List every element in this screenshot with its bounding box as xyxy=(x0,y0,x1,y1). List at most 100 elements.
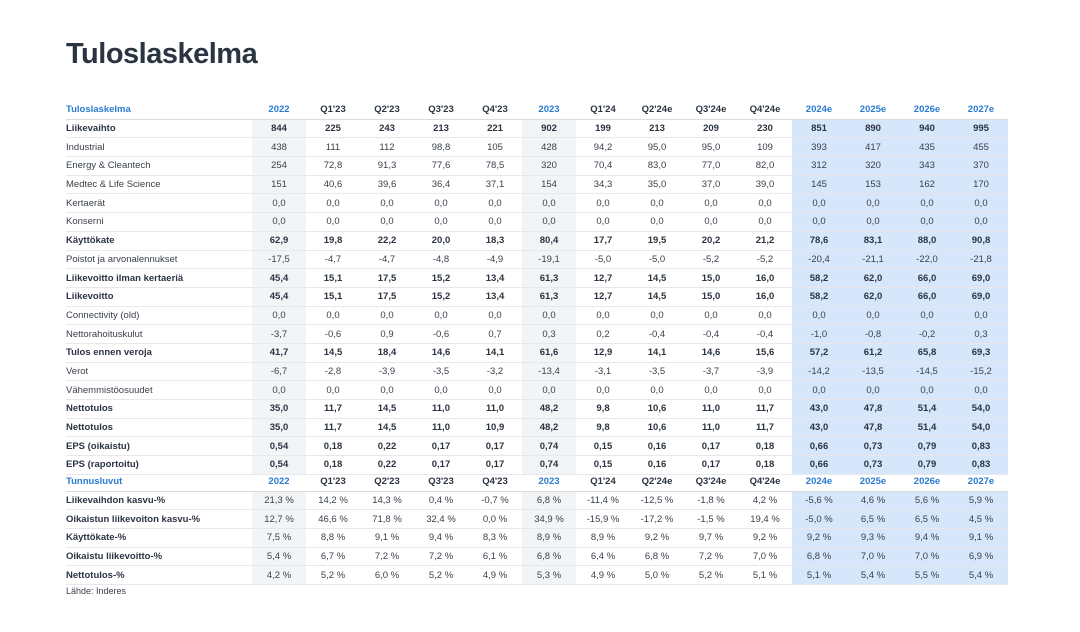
table-row: Vähemmistöosuudet 0,0 0,0 0,0 0,0 0,0 0,0 0,0 0,… xyxy=(66,380,1008,400)
cell-value: 5,9 % xyxy=(954,491,1008,511)
row-label: Liikevoitto ilman kertaeriä xyxy=(66,268,252,288)
column-header: Q2'24e xyxy=(630,473,684,492)
cell-value: 0,0 xyxy=(252,212,306,232)
cell-value: 7,0 % xyxy=(900,547,954,567)
cell-value: -0,6 xyxy=(414,324,468,344)
cell-value: 5,3 % xyxy=(522,565,576,586)
cell-value: 6,8 % xyxy=(522,547,576,567)
cell-value: 0,22 xyxy=(360,455,414,475)
cell-value: 11,0 xyxy=(468,399,522,419)
cell-value: 209 xyxy=(684,119,738,139)
cell-value: 13,4 xyxy=(468,268,522,288)
cell-value: 370 xyxy=(954,156,1008,176)
cell-value: 14,5 xyxy=(630,287,684,307)
cell-value: 0,0 xyxy=(846,193,900,214)
cell-value: 20,0 xyxy=(414,231,468,251)
cell-value: -6,7 xyxy=(252,362,306,382)
cell-value: 0,0 xyxy=(792,193,846,214)
cell-value: 62,0 xyxy=(846,287,900,307)
cell-value: -13,5 xyxy=(846,362,900,382)
row-label: EPS (oikaistu) xyxy=(66,436,252,457)
cell-value: 15,0 xyxy=(684,287,738,307)
cell-value: 0,0 xyxy=(954,193,1008,214)
cell-value: 109 xyxy=(738,137,792,158)
cell-value: 0,0 xyxy=(414,306,468,326)
page-title: Tuloslaskelma xyxy=(66,38,258,70)
cell-value: 45,4 xyxy=(252,287,306,307)
cell-value: 0,0 % xyxy=(468,509,522,530)
cell-value: 213 xyxy=(630,119,684,139)
cell-value: 0,0 xyxy=(522,306,576,326)
income-statement-table: Tuloslaskelma 2022 Q1'23 Q2'23 Q3'23 Q4'23 202… xyxy=(66,101,1008,475)
cell-value: 0,0 xyxy=(954,380,1008,400)
cell-value: 455 xyxy=(954,137,1008,158)
cell-value: 112 xyxy=(360,137,414,158)
table-row: Liikevoitto ilman kertaeriä 45,4 15,1 17,5 1… xyxy=(66,268,1008,288)
cell-value: 0,0 xyxy=(846,212,900,232)
cell-value: 69,0 xyxy=(954,287,1008,307)
cell-value: -15,2 xyxy=(954,362,1008,382)
cell-value: 5,4 % xyxy=(846,565,900,586)
cell-value: 0,0 xyxy=(630,212,684,232)
cell-value: 13,4 xyxy=(468,287,522,307)
column-header: Q3'23 xyxy=(414,473,468,492)
cell-value: 8,8 % xyxy=(306,528,360,548)
cell-value: 18,4 xyxy=(360,343,414,363)
cell-value: 61,3 xyxy=(522,287,576,307)
cell-value: 47,8 xyxy=(846,418,900,438)
row-label: Medtec & Life Science xyxy=(66,175,252,195)
cell-value: -5,0 xyxy=(576,250,630,270)
row-label: Nettotulos xyxy=(66,418,252,438)
cell-value: -14,5 xyxy=(900,362,954,382)
cell-value: 4,9 % xyxy=(468,565,522,586)
cell-value: 54,0 xyxy=(954,399,1008,419)
cell-value: 0,15 xyxy=(576,455,630,475)
table-row: Tulos ennen veroja 41,7 14,5 18,4 14,6 14,1 61… xyxy=(66,343,1008,363)
cell-value: 6,5 % xyxy=(846,509,900,530)
cell-value: 7,5 % xyxy=(252,528,306,548)
cell-value: 417 xyxy=(846,137,900,158)
cell-value: 69,3 xyxy=(954,343,1008,363)
cell-value: 8,9 % xyxy=(522,528,576,548)
table-row: Kertaerät 0,0 0,0 0,0 0,0 0,0 0,0 0,0 0,0 0,0 0,0 0… xyxy=(66,193,1008,214)
cell-value: 66,0 xyxy=(900,268,954,288)
cell-value: 438 xyxy=(252,137,306,158)
row-label: Poistot ja arvonalennukset xyxy=(66,250,252,270)
table-row: Medtec & Life Science 151 40,6 39,6 36,4 37,1… xyxy=(66,175,1008,195)
header-row: Tuloslaskelma 2022 Q1'23 Q2'23 Q3'23 Q4'23 202… xyxy=(66,101,1008,120)
column-header: Q3'24e xyxy=(684,473,738,492)
cell-value: 0,54 xyxy=(252,455,306,475)
cell-value: 851 xyxy=(792,119,846,139)
cell-value: 58,2 xyxy=(792,268,846,288)
cell-value: -22,0 xyxy=(900,250,954,270)
cell-value: 22,2 xyxy=(360,231,414,251)
cell-value: 0,17 xyxy=(414,436,468,457)
cell-value: 0,0 xyxy=(306,380,360,400)
cell-value: -3,2 xyxy=(468,362,522,382)
cell-value: 17,5 xyxy=(360,268,414,288)
cell-value: -11,4 % xyxy=(576,491,630,511)
table-row: Käyttökate-% 7,5 % 8,8 % 9,1 % 9,4 % 8,3 % 8,9… xyxy=(66,528,1008,548)
cell-value: 0,0 xyxy=(576,193,630,214)
cell-value: 11,7 xyxy=(738,399,792,419)
cell-value: 254 xyxy=(252,156,306,176)
cell-value: 14,5 xyxy=(360,399,414,419)
cell-value: 46,6 % xyxy=(306,509,360,530)
row-label: Kertaerät xyxy=(66,193,252,214)
cell-value: 0,9 xyxy=(360,324,414,344)
cell-value: 0,83 xyxy=(954,455,1008,475)
table-row: Liikevoitto 45,4 15,1 17,5 15,2 13,4 61,3 12,7 1… xyxy=(66,287,1008,307)
row-label: Tulos ennen veroja xyxy=(66,343,252,363)
cell-value: 0,0 xyxy=(576,212,630,232)
cell-value: 48,2 xyxy=(522,418,576,438)
cell-value: 6,8 % xyxy=(630,547,684,567)
column-header: Q4'24e xyxy=(738,101,792,120)
cell-value: 10,6 xyxy=(630,399,684,419)
cell-value: 43,0 xyxy=(792,418,846,438)
cell-value: 72,8 xyxy=(306,156,360,176)
cell-value: 0,66 xyxy=(792,455,846,475)
cell-value: 51,4 xyxy=(900,418,954,438)
row-label: Oikaistu liikevoitto-% xyxy=(66,547,252,567)
cell-value: -14,2 xyxy=(792,362,846,382)
cell-value: 0,0 xyxy=(360,380,414,400)
